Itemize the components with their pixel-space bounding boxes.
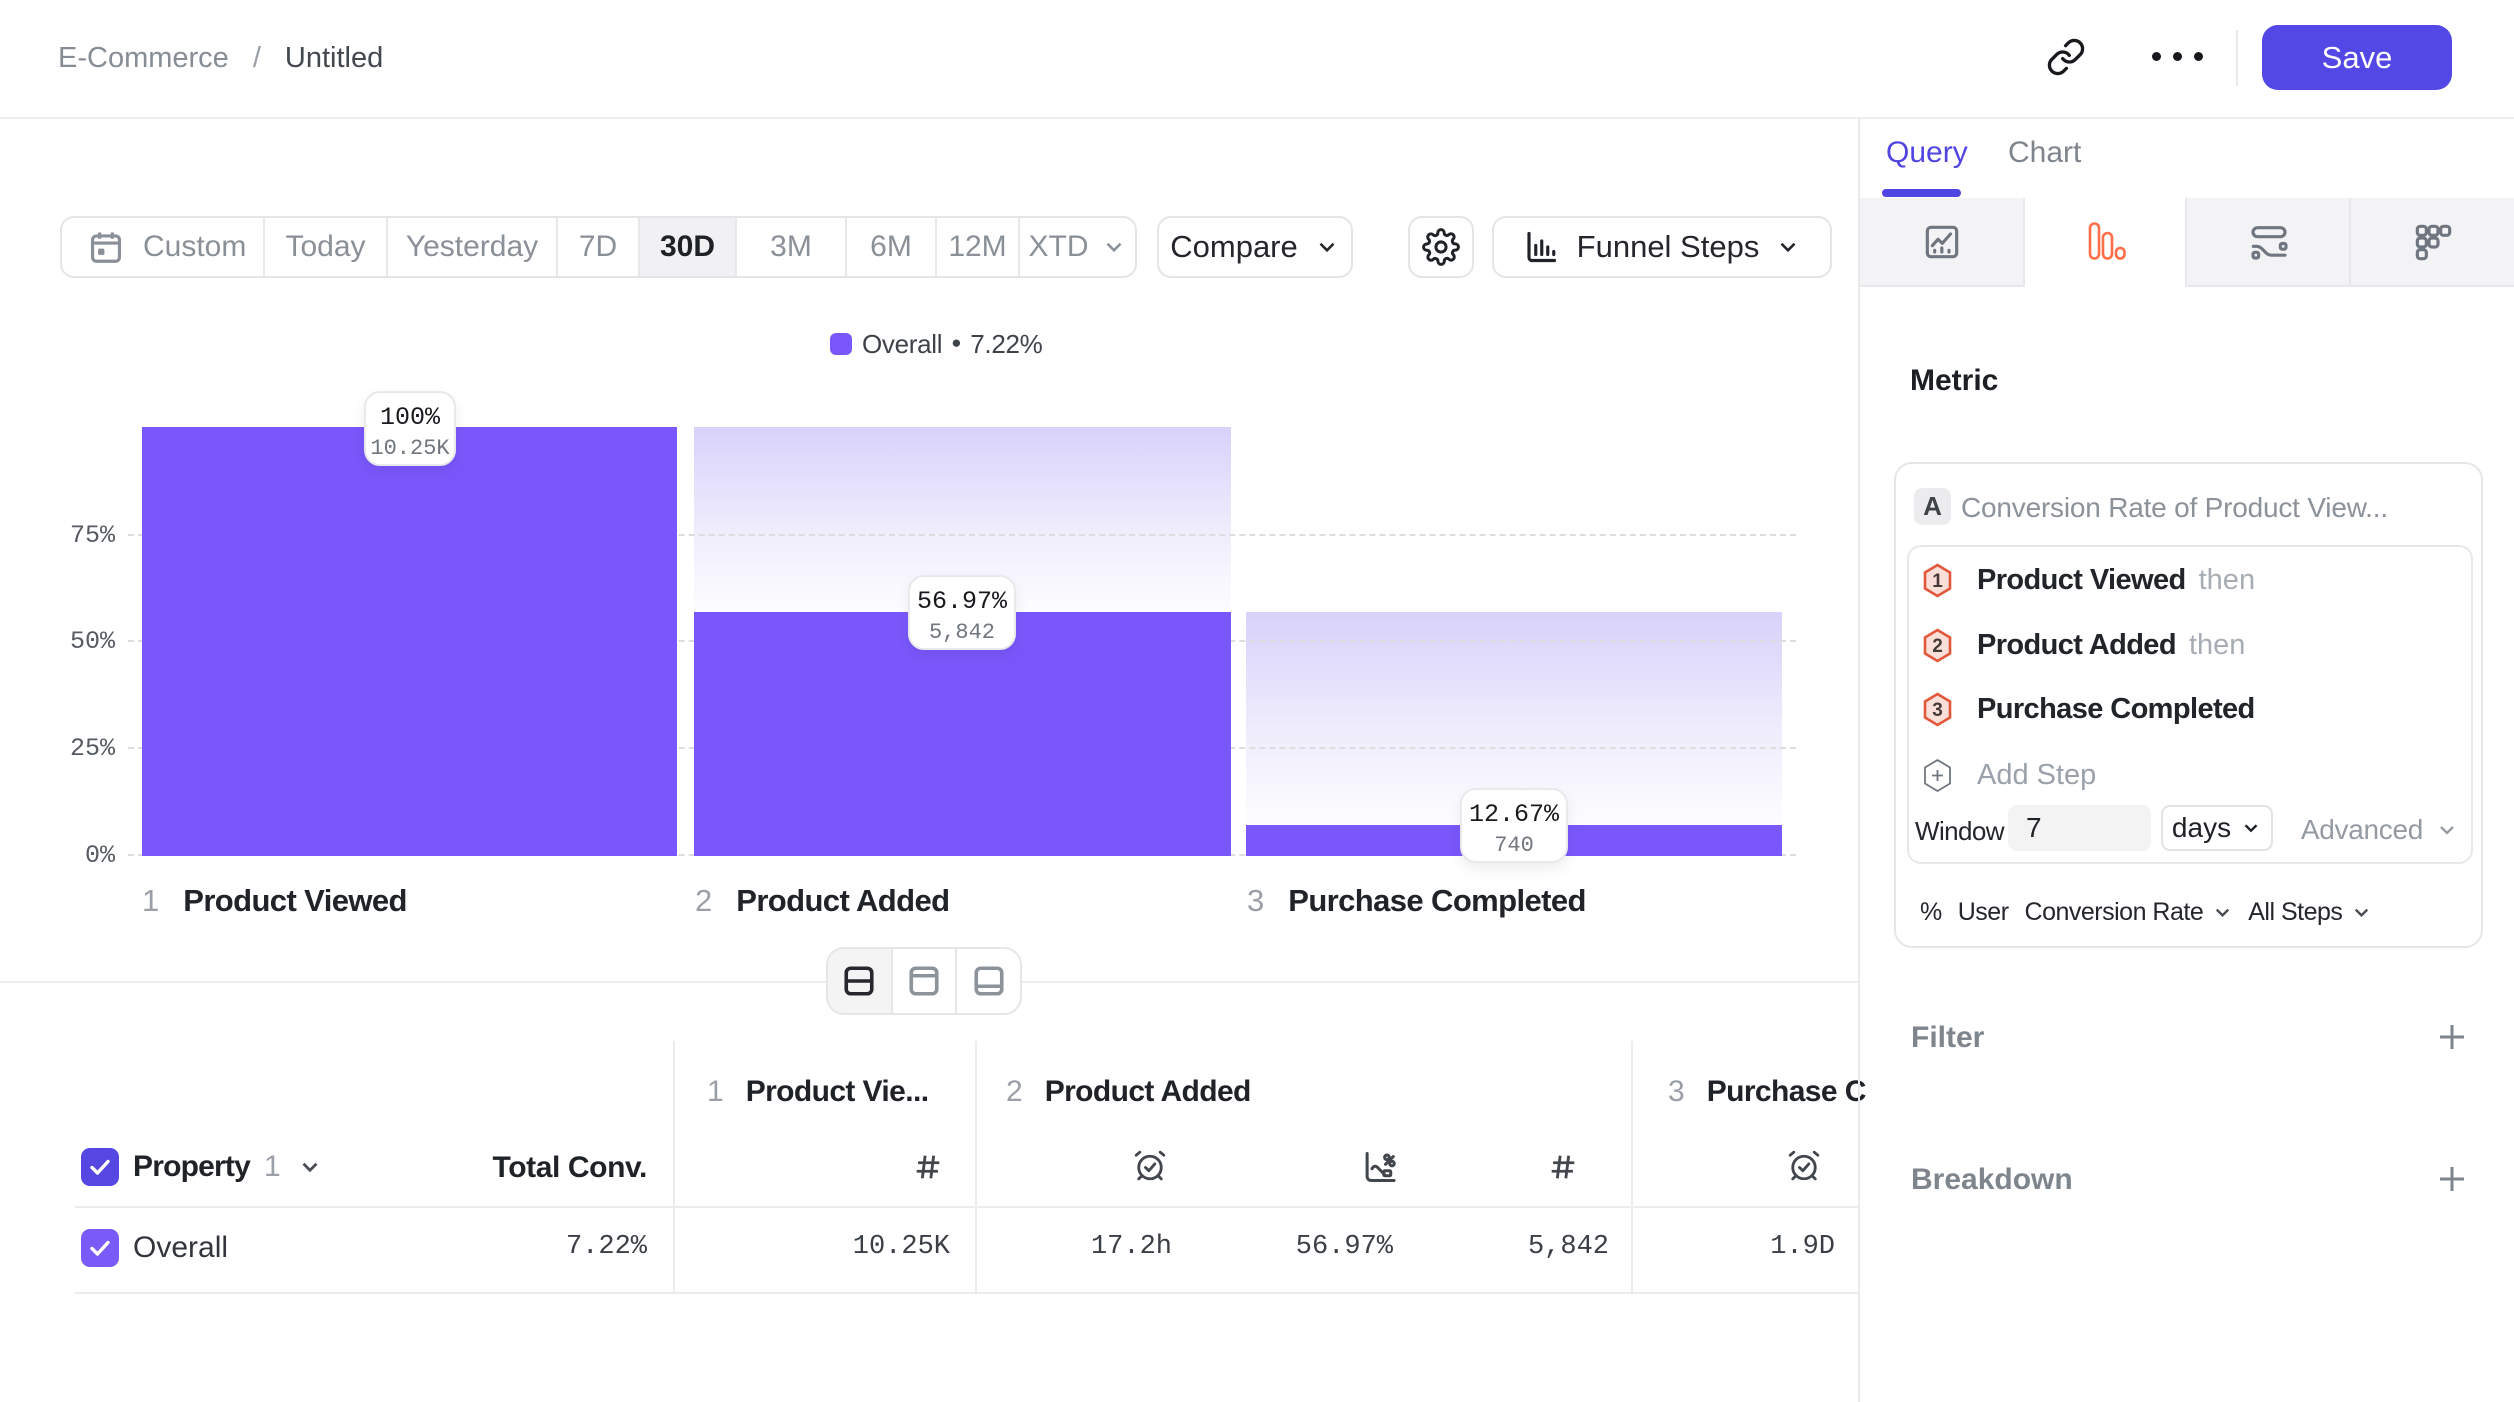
svg-text:2: 2 bbox=[1932, 636, 1943, 657]
svg-text:1: 1 bbox=[1932, 571, 1943, 592]
svg-text:3: 3 bbox=[1932, 700, 1943, 721]
